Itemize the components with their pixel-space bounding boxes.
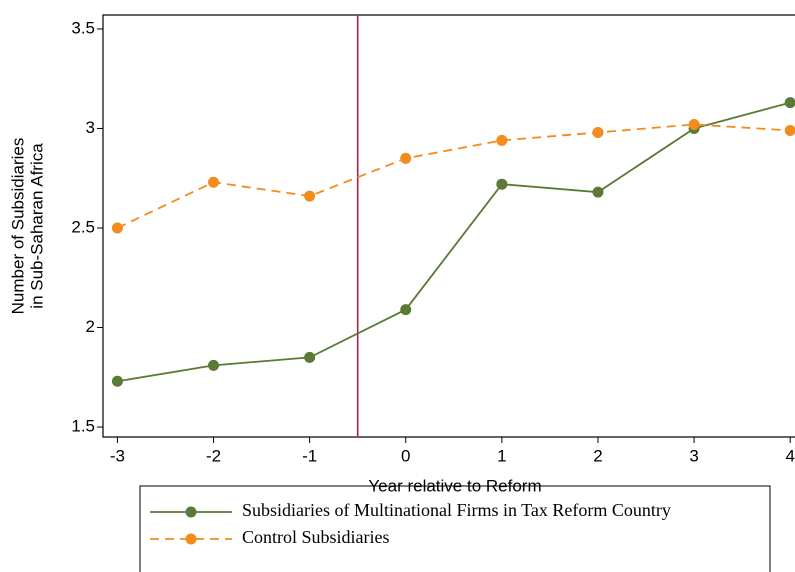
x-tick-label: 2 [593,446,602,465]
x-tick-label: -3 [110,446,125,465]
data-point [688,118,700,130]
legend-box [139,485,771,572]
legend-label: Subsidiaries of Multinational Firms in T… [242,500,671,520]
series-line [117,101,791,383]
x-tick-label: 3 [689,446,698,465]
data-point [111,222,123,234]
series-line [117,123,791,229]
data-point [592,186,604,198]
data-point [111,375,123,387]
data-point [208,359,220,371]
data-point [496,134,508,146]
x-tick-label: 0 [401,446,410,465]
legend-marker [185,506,197,518]
y-tick-label: 1.5 [71,417,95,436]
data-point [304,190,316,202]
plot-frame [102,14,795,438]
y-axis-label-line: in Sub-Saharan Africa [27,143,46,309]
data-point [400,304,412,316]
x-tick-label: 1 [497,446,506,465]
data-point [592,126,604,138]
data-point [304,351,316,363]
y-tick-label: 2 [86,317,95,336]
data-point [784,97,795,109]
y-axis-label-line: Number of Subsidiaries [8,138,27,315]
y-axis-label: Number of Subsidiaries in Sub-Saharan Af… [8,138,46,315]
x-tick-label: 4 [785,446,794,465]
y-tick-label: 2.5 [71,217,95,236]
data-point [784,124,795,136]
data-point [496,178,508,190]
legend-label: Control Subsidiaries [242,527,390,547]
data-point [208,176,220,188]
x-tick-label: -2 [206,446,221,465]
y-tick-label: 3 [86,118,95,137]
y-tick-label: 3.5 [71,18,95,37]
legend-marker [185,533,197,545]
data-point [400,152,412,164]
x-tick-label: -1 [302,446,317,465]
